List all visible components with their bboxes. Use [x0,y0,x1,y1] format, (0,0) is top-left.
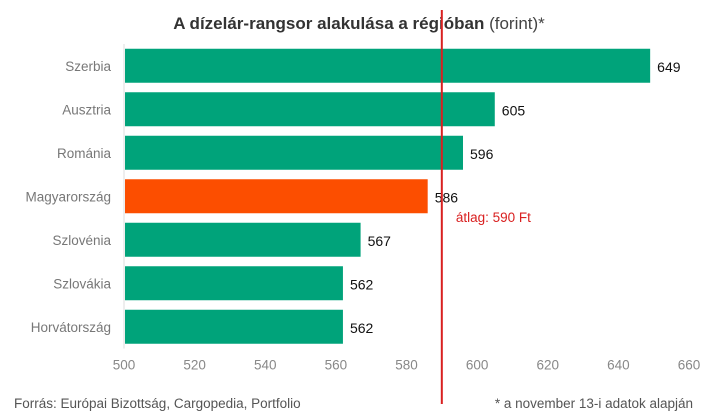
x-tick-label: 660 [678,358,701,373]
value-label: 605 [502,102,526,118]
bar-5 [125,266,343,301]
category-label: Szlovákia [53,276,111,291]
bar-0 [125,48,651,83]
average-label: átlag: 590 Ft [456,210,531,225]
category-label: Ausztria [62,102,111,117]
x-tick-label: 580 [395,358,418,373]
x-tick-label: 500 [113,358,136,373]
source-note: Forrás: Európai Bizottság, Cargopedia, P… [14,396,301,411]
x-tick-label: 560 [325,358,348,373]
chart-title: A dízelár-rangsor alakulása a régióban (… [0,14,718,34]
bar-2 [125,135,463,170]
value-label: 596 [470,146,494,162]
value-label: 567 [368,233,392,249]
value-label: 586 [435,189,459,205]
category-label: Szerbia [65,59,111,74]
bar-1 [125,92,495,127]
value-label: 649 [657,59,681,75]
bar-6 [125,309,343,344]
value-label: 562 [350,320,374,336]
x-tick-label: 640 [607,358,630,373]
chart-title-unit: (forint)* [484,14,545,33]
bar-3 [125,179,428,214]
value-label: 562 [350,276,374,292]
bar-4 [125,222,361,257]
category-label: Magyarország [25,189,111,204]
category-label: Szlovénia [52,233,111,248]
category-label: Horvátország [31,320,111,335]
footnote: * a november 13-i adatok alapján [494,396,693,411]
x-tick-label: 620 [536,358,559,373]
chart-title-main: A dízelár-rangsor alakulása a régióban [173,14,485,33]
x-tick-label: 540 [254,358,277,373]
category-label: Románia [57,146,112,161]
x-tick-label: 520 [183,358,206,373]
x-tick-label: 600 [466,358,489,373]
